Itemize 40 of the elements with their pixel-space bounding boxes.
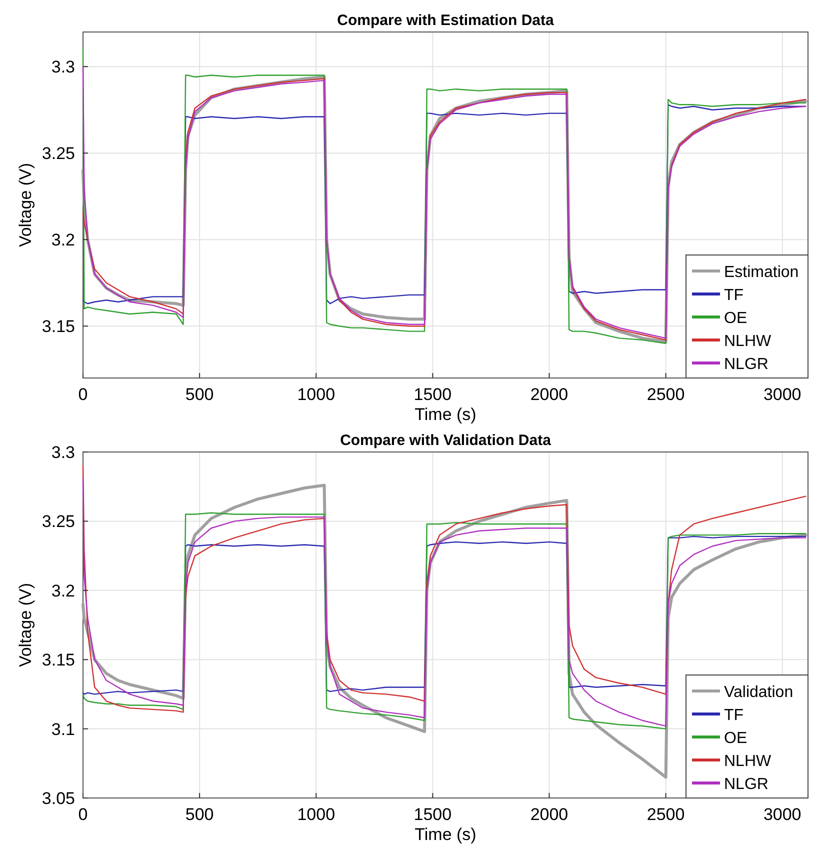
x-tick-label: 2500 bbox=[646, 805, 685, 824]
y-tick-label: 3.25 bbox=[42, 512, 75, 532]
y-tick-label: 3.15 bbox=[42, 650, 75, 670]
y-tick-label: 3.15 bbox=[42, 317, 75, 336]
x-tick-label: 1500 bbox=[414, 805, 452, 824]
x-tick-label: 500 bbox=[185, 805, 214, 824]
legend-label: OE bbox=[724, 730, 748, 747]
y-axis-title: Voltage (V) bbox=[16, 162, 35, 248]
x-axis-title: Time (s) bbox=[414, 405, 476, 424]
x-tick-label: 1000 bbox=[297, 385, 336, 404]
legend-label: NLHW bbox=[724, 333, 772, 350]
x-axis-title: Time (s) bbox=[414, 825, 476, 844]
legend-label: OE bbox=[724, 310, 748, 327]
legend-label: NLGR bbox=[724, 776, 768, 793]
chart-title: Compare with Estimation Data bbox=[337, 12, 555, 29]
x-tick-label: 2000 bbox=[530, 385, 568, 404]
legend-label: Estimation bbox=[724, 264, 799, 281]
legend-label: Validation bbox=[724, 684, 794, 701]
x-tick-label: 3000 bbox=[763, 805, 802, 824]
y-tick-label: 3.3 bbox=[51, 58, 75, 77]
y-tick-label: 3.05 bbox=[42, 789, 75, 808]
x-tick-label: 2500 bbox=[646, 385, 685, 404]
y-tick-label: 3.2 bbox=[51, 230, 75, 250]
y-tick-label: 3.2 bbox=[51, 581, 75, 600]
legend-label: NLHW bbox=[724, 753, 772, 770]
x-tick-label: 0 bbox=[78, 385, 88, 404]
y-tick-label: 3.1 bbox=[51, 720, 75, 739]
y-axis-title: Voltage (V) bbox=[16, 582, 35, 668]
x-tick-label: 3000 bbox=[763, 385, 802, 404]
x-tick-label: 1500 bbox=[414, 385, 452, 404]
legend-label: TF bbox=[724, 707, 744, 724]
y-tick-label: 3.3 bbox=[51, 443, 75, 462]
x-tick-label: 2000 bbox=[530, 805, 568, 824]
legend-label: TF bbox=[724, 287, 744, 304]
y-tick-label: 3.25 bbox=[42, 144, 75, 164]
legend-label: NLGR bbox=[724, 356, 768, 373]
x-tick-label: 0 bbox=[78, 805, 88, 824]
chart-title: Compare with Validation Data bbox=[340, 432, 552, 449]
x-tick-label: 500 bbox=[185, 385, 214, 404]
x-tick-label: 1000 bbox=[297, 805, 336, 824]
